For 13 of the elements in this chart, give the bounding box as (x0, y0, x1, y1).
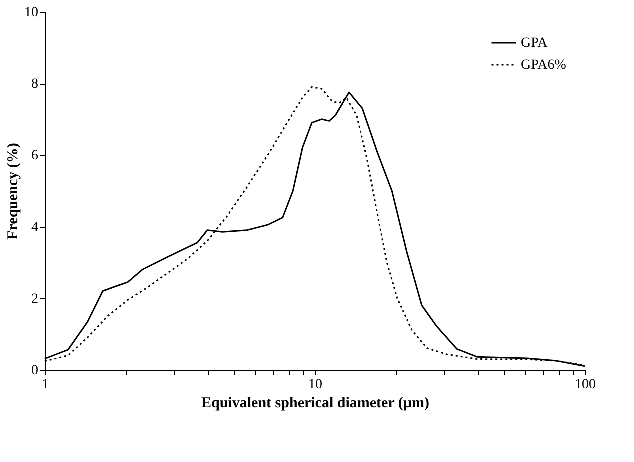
legend-label: GPA6% (521, 58, 567, 73)
x-tick-label: 100 (575, 378, 596, 392)
x-axis-title: Equivalent spherical diameter (µm) (202, 396, 430, 412)
y-tick-label: 10 (24, 6, 38, 20)
y-tick-label: 0 (32, 364, 38, 378)
x-tick-label: 1 (42, 378, 49, 392)
legend-label: GPA (521, 36, 549, 51)
x-tick-label: 10 (308, 378, 322, 392)
y-tick-label: 2 (32, 292, 38, 307)
y-tick-label: 6 (32, 148, 38, 164)
y-tick-label: 8 (32, 77, 38, 92)
y-tick-label: 4 (32, 220, 38, 236)
y-axis-title: Frequency (%) (6, 143, 22, 240)
